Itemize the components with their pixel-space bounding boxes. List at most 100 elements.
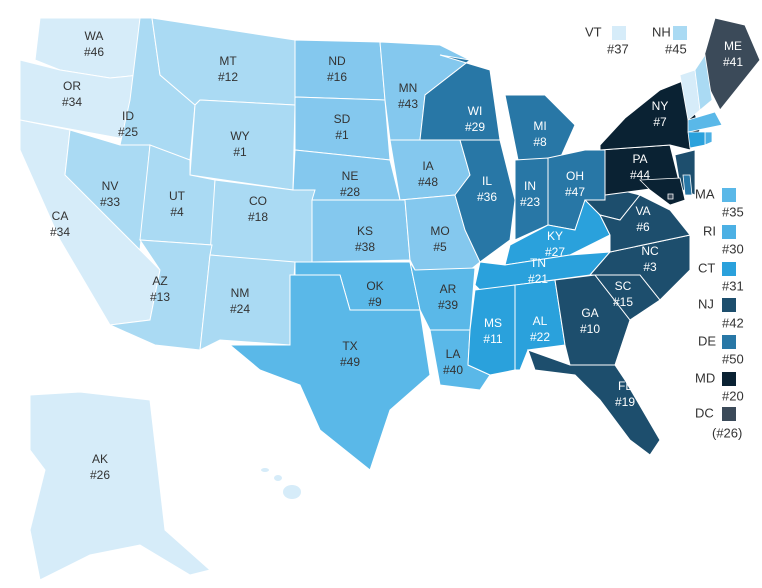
state-rank: #48	[418, 175, 438, 189]
state-abbr: NY	[652, 99, 669, 113]
state-abbr: WY	[230, 129, 249, 143]
state-rank: #4	[170, 205, 184, 219]
state-shape	[199, 254, 296, 351]
hawaii-island	[261, 468, 269, 472]
state-shape	[514, 157, 549, 241]
state-rank: #27	[545, 245, 565, 259]
state-shape	[599, 194, 691, 253]
state-shape	[189, 99, 296, 191]
state-abbr: CO	[249, 194, 267, 208]
state-rank: #13	[150, 290, 170, 304]
state-abbr: CA	[52, 209, 69, 223]
state-abbr: MO	[430, 224, 449, 238]
state-rank: #24	[230, 302, 250, 316]
legend-rank: #37	[607, 41, 629, 56]
state-rank: #40	[443, 363, 463, 377]
legend-abbr: CT	[698, 260, 715, 275]
state-abbr: SD	[334, 112, 351, 126]
state-abbr: LA	[446, 347, 461, 361]
state-shape	[687, 111, 723, 133]
state-rank: #36	[477, 190, 497, 204]
legend: VT #37 NH #45 MA #35 RI #30 CT #31 NJ #42 DE #50 MD #20…	[585, 24, 744, 440]
state-shape	[694, 53, 713, 111]
state-abbr: MS	[484, 316, 502, 330]
legend-rank: #30	[722, 241, 744, 256]
state-abbr: NC	[641, 244, 659, 258]
state-abbr: AL	[533, 314, 548, 328]
state-rank: #41	[723, 55, 743, 69]
state-abbr: VA	[635, 204, 650, 218]
legend-rank: #20	[722, 388, 744, 403]
legend-abbr: RI	[703, 223, 716, 238]
legend-abbr: MD	[695, 370, 715, 385]
state-abbr: NE	[342, 169, 359, 183]
state-abbr: ID	[122, 109, 134, 123]
legend-swatch	[673, 26, 687, 40]
state-rank: #9	[368, 295, 382, 309]
state-abbr: UT	[169, 189, 186, 203]
state-rank: #1	[335, 128, 349, 142]
state-shape	[527, 349, 661, 456]
state-rank: #47	[565, 185, 585, 199]
hawaii-island	[274, 475, 282, 481]
legend-swatch	[612, 26, 626, 40]
state-rank: #6	[636, 220, 650, 234]
state-abbr: AK	[92, 452, 108, 466]
state-rank: #11	[483, 332, 502, 346]
state-abbr: MN	[399, 81, 418, 95]
legend-swatch	[722, 188, 736, 202]
legend-swatch	[722, 372, 736, 386]
state-rank: #25	[118, 125, 138, 139]
state-rank: #5	[433, 240, 447, 254]
state-rank: #23	[520, 195, 540, 209]
state-abbr: OR	[63, 79, 81, 93]
state-abbr: AR	[440, 282, 457, 296]
state-shapes	[19, 17, 761, 581]
legend-rank: #45	[665, 41, 687, 56]
legend-abbr: NJ	[698, 296, 714, 311]
legend-abbr: DC	[695, 405, 714, 420]
state-shape	[108, 239, 213, 351]
state-rank: #16	[327, 70, 347, 84]
state-rank: #22	[530, 330, 550, 344]
state-abbr: AZ	[152, 274, 167, 288]
state-abbr: KY	[547, 229, 563, 243]
state-rank: #12	[218, 70, 238, 84]
state-shape	[704, 131, 713, 146]
legend-swatch	[722, 262, 736, 276]
state-abbr: TX	[342, 339, 357, 353]
legend-swatch	[722, 407, 736, 421]
state-abbr: TN	[530, 256, 546, 270]
legend-swatch	[722, 225, 736, 239]
state-rank: #1	[233, 145, 247, 159]
state-shape	[228, 274, 431, 471]
state-abbr: NM	[231, 286, 250, 300]
legend-rank: #35	[722, 204, 744, 219]
state-shape	[504, 94, 576, 171]
state-shape	[29, 391, 212, 581]
state-abbr: FL	[618, 379, 632, 393]
state-rank: #19	[615, 395, 635, 409]
state-rank: #21	[528, 272, 548, 286]
legend-abbr: NH	[652, 24, 671, 39]
state-abbr: ME	[724, 39, 742, 53]
state-abbr: ND	[328, 54, 346, 68]
state-shape	[419, 54, 501, 141]
state-rank: #34	[62, 95, 82, 109]
state-labels: WA #46 OR #34 CA #34 ID #25 MT #12 WY #1 NV #33 UT #4 CO…	[50, 29, 743, 482]
state-rank: #46	[84, 45, 104, 59]
state-abbr: WI	[468, 104, 483, 118]
legend-abbr: MA	[695, 186, 715, 201]
state-rank: #26	[90, 468, 110, 482]
legend-rank: (#26)	[712, 425, 742, 440]
state-abbr: IA	[422, 159, 433, 173]
state-shape	[599, 79, 701, 151]
state-abbr: GA	[581, 306, 598, 320]
legend-rank: #42	[722, 315, 744, 330]
state-abbr: WA	[85, 29, 104, 43]
state-abbr: SC	[615, 279, 632, 293]
state-abbr: IL	[482, 174, 492, 188]
state-rank: #43	[398, 97, 418, 111]
state-shape	[682, 174, 693, 196]
